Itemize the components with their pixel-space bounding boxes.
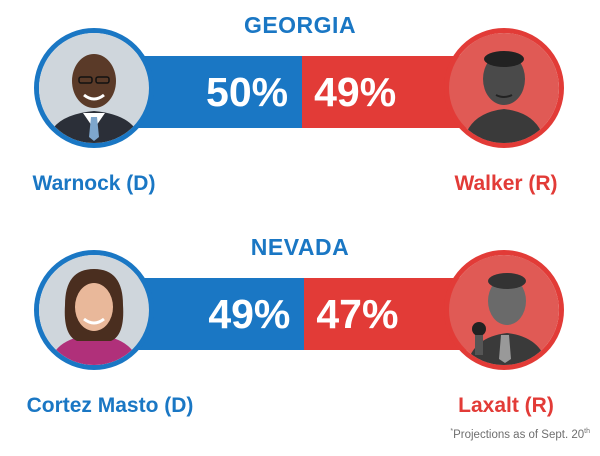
candidate-name-dem: Cortez Masto (D) bbox=[26, 394, 194, 417]
footnote-suffix: th bbox=[584, 428, 590, 435]
footnote-mark: * bbox=[450, 428, 454, 435]
bar-dem-label: 50% bbox=[206, 68, 289, 115]
candidate-photo bbox=[39, 255, 149, 365]
footnote-text: Projections as of Sept. 20 bbox=[453, 428, 585, 441]
bar-dem-label: 49% bbox=[208, 290, 291, 337]
candidate-name-rep: Laxalt (R) bbox=[458, 394, 554, 417]
portrait-rep bbox=[444, 28, 564, 148]
footnote: *Projections as of Sept. 20th bbox=[450, 428, 590, 441]
candidate-name-dem: Warnock (D) bbox=[32, 172, 156, 195]
candidate-photo bbox=[39, 33, 149, 143]
candidate-photo bbox=[449, 33, 559, 143]
portrait-dem bbox=[34, 28, 154, 148]
bar-rep-label: 49% bbox=[314, 68, 397, 115]
state-title: NEVADA bbox=[250, 234, 350, 260]
portrait-dem bbox=[34, 250, 154, 370]
portrait-rep bbox=[444, 250, 564, 370]
candidate-name-rep: Walker (R) bbox=[454, 172, 558, 195]
candidate-photo bbox=[449, 255, 559, 365]
bar-rep-label: 47% bbox=[316, 290, 399, 337]
state-title: GEORGIA bbox=[243, 12, 357, 38]
